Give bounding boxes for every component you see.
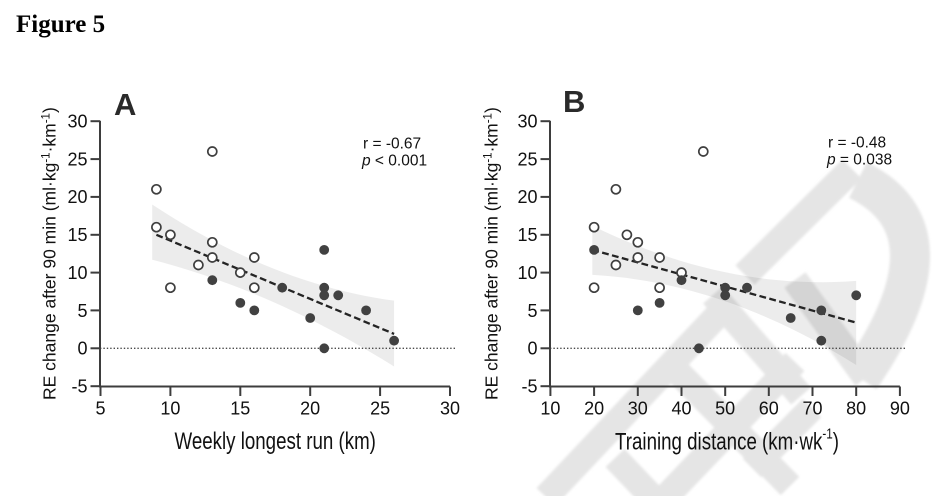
svg-text:p = 0.038: p = 0.038 xyxy=(826,151,892,168)
svg-text:20: 20 xyxy=(67,187,87,207)
svg-text:5: 5 xyxy=(95,399,105,419)
svg-text:0: 0 xyxy=(77,339,87,359)
svg-text:A: A xyxy=(114,87,136,122)
svg-text:r = -0.67: r = -0.67 xyxy=(363,136,421,153)
svg-text:90: 90 xyxy=(890,399,910,419)
svg-text:5: 5 xyxy=(77,301,87,321)
svg-text:10: 10 xyxy=(540,399,560,419)
svg-text:r = -0.48: r = -0.48 xyxy=(828,135,886,152)
svg-text:30: 30 xyxy=(517,112,537,132)
svg-text:15: 15 xyxy=(67,225,87,245)
svg-text:RE change after 90 min (ml·kg-: RE change after 90 min (ml·kg-1·km-1) xyxy=(482,107,502,400)
svg-text:50: 50 xyxy=(715,399,735,419)
svg-text:20: 20 xyxy=(584,399,604,419)
svg-text:10: 10 xyxy=(517,263,537,283)
svg-text:p < 0.001: p < 0.001 xyxy=(361,152,427,169)
svg-text:25: 25 xyxy=(67,149,87,169)
svg-text:5: 5 xyxy=(527,301,537,321)
svg-text:30: 30 xyxy=(440,399,460,419)
svg-text:40: 40 xyxy=(671,399,691,419)
svg-text:30: 30 xyxy=(628,399,648,419)
svg-text:25: 25 xyxy=(370,399,390,419)
svg-text:10: 10 xyxy=(160,399,180,419)
svg-text:-5: -5 xyxy=(521,377,537,397)
svg-text:Training distance (km·wk-1): Training distance (km·wk-1) xyxy=(615,425,839,455)
svg-text:30: 30 xyxy=(67,112,87,132)
svg-text:15: 15 xyxy=(230,399,250,419)
svg-text:-5: -5 xyxy=(71,377,87,397)
svg-text:Weekly longest run (km): Weekly longest run (km) xyxy=(174,428,375,455)
svg-text:60: 60 xyxy=(759,399,779,419)
svg-text:20: 20 xyxy=(517,187,537,207)
svg-text:0: 0 xyxy=(527,339,537,359)
svg-text:10: 10 xyxy=(67,263,87,283)
svg-text:80: 80 xyxy=(846,399,866,419)
svg-text:B: B xyxy=(563,84,585,119)
svg-text:15: 15 xyxy=(517,225,537,245)
svg-text:20: 20 xyxy=(300,399,320,419)
svg-text:25: 25 xyxy=(517,149,537,169)
svg-text:70: 70 xyxy=(802,399,822,419)
svg-text:RE change after 90 min (ml·kg-: RE change after 90 min (ml·kg-1·km-1) xyxy=(40,107,60,400)
